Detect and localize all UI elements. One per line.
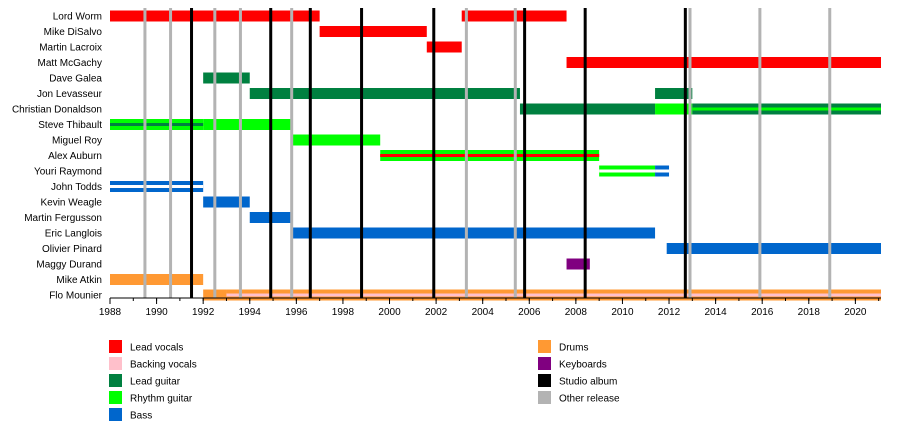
x-axis: 1988 1990 1992 1994 1996 1998 2000 2002 2004 2006… (99, 297, 881, 318)
x-tick-label: 1988 (99, 307, 122, 318)
member-labels: Lord Worm Mike DiSalvo Martin Lacroix Matt … (12, 12, 103, 302)
x-tick-label: 1994 (239, 307, 262, 318)
legend-swatch-keyboards (538, 357, 551, 370)
legend-label: Backing vocals (130, 360, 197, 371)
member-bar-keyboards (566, 258, 590, 270)
x-tick-label: 1992 (192, 307, 215, 318)
legend-swatch-lead-guitar (109, 374, 122, 387)
legend-swatch-drums (538, 340, 551, 353)
member-label: Jon Levasseur (37, 89, 103, 100)
x-tick-label: 2012 (658, 307, 681, 318)
member-label: Eric Langlois (45, 229, 102, 240)
member-label: Youri Raymond (34, 167, 102, 178)
member-label: Steve Thibault (38, 120, 102, 131)
x-tick-label: 2010 (611, 307, 634, 318)
member-label: Mike DiSalvo (44, 27, 103, 38)
member-label: Lord Worm (53, 12, 102, 23)
legend-swatch-backing-vocals (109, 357, 122, 370)
x-tick-label: 2006 (518, 307, 541, 318)
member-bar-lead-guitar (249, 88, 520, 99)
legend-swatch-bass (109, 408, 122, 421)
legend: Lead vocals Backing vocals Lead guitar Rhyt… (109, 340, 620, 422)
member-label: Martin Lacroix (39, 43, 102, 54)
x-tick-label: 2018 (798, 307, 821, 318)
member-bar-rhythm-guitar (291, 134, 381, 146)
x-tick-label: 2004 (472, 307, 495, 318)
member-bar-stripe (226, 293, 881, 297)
member-bar-rhythm-guitar (203, 119, 292, 130)
legend-label: Lead vocals (130, 343, 183, 354)
member-label: Dave Galea (49, 74, 102, 85)
legend-label: Lead guitar (130, 377, 181, 388)
x-tick-label: 2014 (704, 307, 727, 318)
member-bar-lead-vocals (426, 41, 462, 53)
legend-label: Other release (559, 394, 620, 405)
member-bar-bass (291, 227, 656, 239)
member-bar-stripe (599, 169, 656, 173)
member-bar-stripe (380, 154, 600, 157)
member-bar-rhythm-guitar (655, 103, 693, 115)
member-bar-stripe (655, 169, 670, 173)
x-tick-label: 2008 (565, 307, 588, 318)
member-bar-lead-vocals (319, 26, 427, 37)
legend-swatch-studio-album (538, 374, 551, 387)
legend-swatch-rhythm-guitar (109, 391, 122, 404)
x-tick-label: 1996 (285, 307, 308, 318)
release-lines (143, 8, 832, 298)
member-label: Christian Donaldson (12, 105, 102, 116)
legend-label: Keyboards (559, 360, 607, 371)
legend-swatch-lead-vocals (109, 340, 122, 353)
member-label: John Todds (51, 182, 102, 193)
member-bar-bass (666, 243, 881, 254)
legend-label: Bass (130, 411, 152, 422)
member-bar-lead-guitar (519, 103, 656, 115)
x-tick-label: 2020 (844, 307, 867, 318)
member-bar-stripe (692, 107, 881, 111)
member-bar-stripe (110, 123, 204, 126)
legend-swatch-other-release (538, 391, 551, 404)
member-label: Martin Fergusson (24, 213, 102, 224)
x-tick-label: 2002 (425, 307, 448, 318)
x-tick-label: 1990 (145, 307, 168, 318)
member-bar-stripe (110, 185, 204, 188)
member-bars (110, 10, 881, 301)
member-bar-lead-guitar (203, 72, 250, 84)
legend-label: Studio album (559, 377, 617, 388)
member-label: Olivier Pinard (42, 244, 102, 255)
member-bar-drums (110, 274, 204, 285)
member-label: Kevin Weagle (40, 198, 102, 209)
x-tick-label: 1998 (332, 307, 355, 318)
x-tick-label: 2016 (751, 307, 774, 318)
member-label: Mike Atkin (56, 275, 102, 286)
member-label: Alex Auburn (48, 151, 102, 162)
member-label: Miguel Roy (52, 136, 102, 147)
member-label: Matt McGachy (38, 58, 102, 69)
member-bar-bass (203, 196, 250, 208)
member-bar-lead-vocals (566, 57, 881, 68)
x-tick-label: 2000 (378, 307, 401, 318)
member-label: Flo Mounier (49, 291, 102, 302)
legend-label: Rhythm guitar (130, 394, 193, 405)
legend-label: Drums (559, 343, 588, 354)
member-bar-lead-guitar (655, 88, 693, 99)
member-label: Maggy Durand (36, 260, 102, 271)
